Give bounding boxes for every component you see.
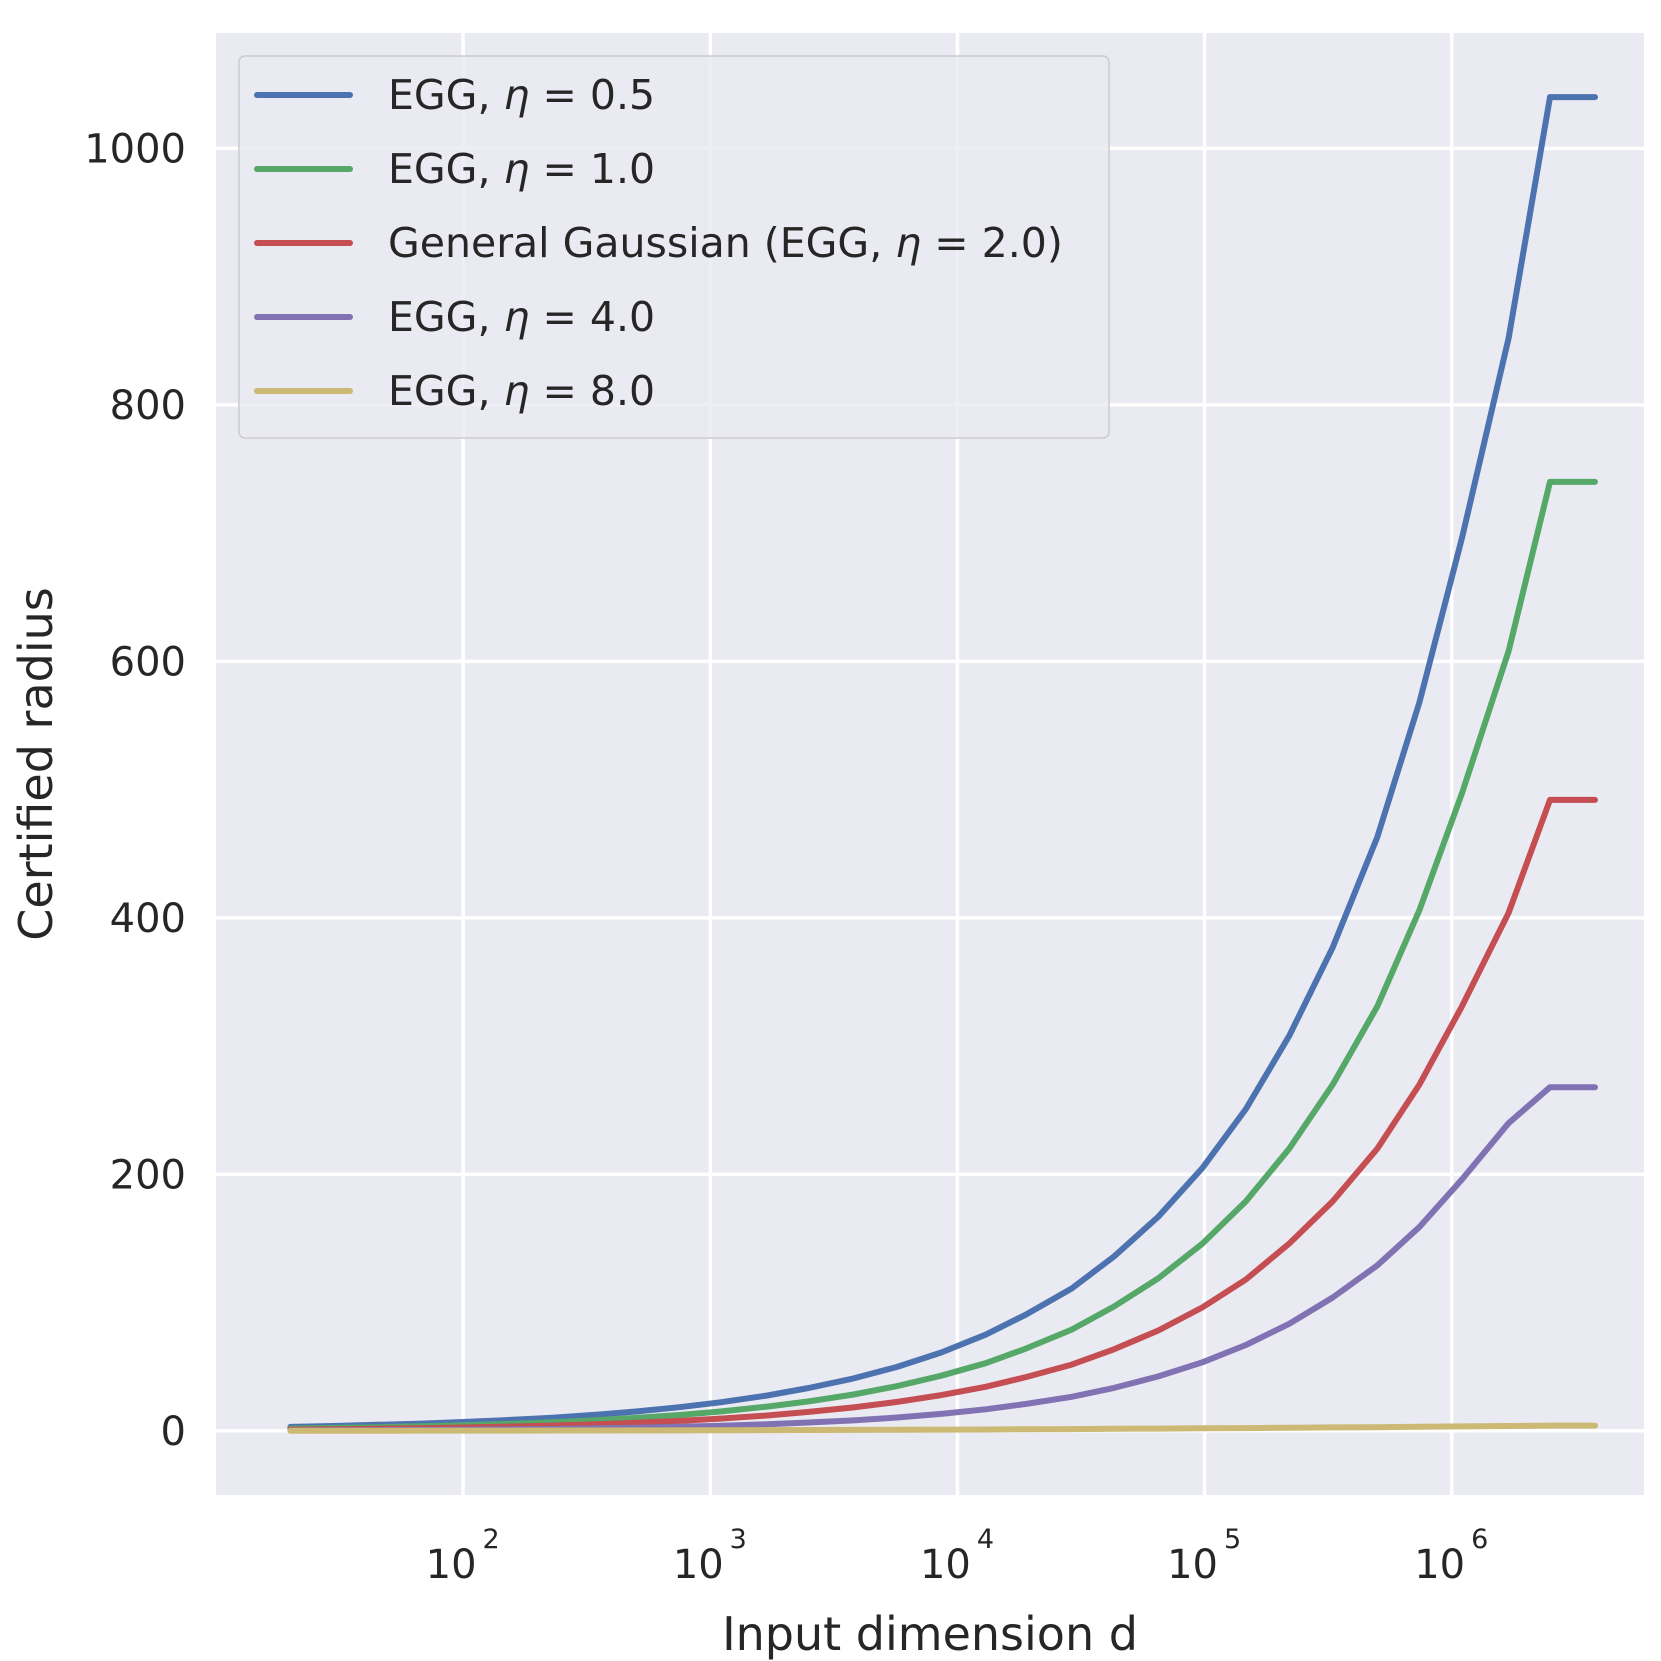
legend-label-1: EGG, η = 0.5 [388, 71, 655, 119]
x-axis-label: Input dimension d [722, 1607, 1138, 1661]
x-tick-label: 10 [426, 1542, 477, 1588]
legend-label-4: EGG, η = 4.0 [388, 293, 655, 341]
x-tick-exponent: 3 [730, 1524, 747, 1555]
x-tick-exponent: 2 [483, 1524, 500, 1555]
x-tick-exponent: 6 [1471, 1524, 1488, 1555]
y-tick-label: 600 [110, 639, 186, 685]
x-tick-exponent: 4 [977, 1524, 994, 1555]
legend-label-3: General Gaussian (EGG, η = 2.0) [388, 219, 1063, 267]
y-axis-ticks: 0 200 400 600 800 1000 [84, 126, 186, 1454]
x-tick-label: 10 [1167, 1542, 1218, 1588]
legend-label-5: EGG, η = 8.0 [388, 367, 655, 415]
x-tick-label: 10 [1414, 1542, 1465, 1588]
y-tick-label: 1000 [84, 126, 186, 172]
legend: EGG, η = 0.5 EGG, η = 1.0 General Gaussian… [238, 55, 1110, 439]
series-layer [287, 94, 1598, 1434]
x-tick-exponent: 5 [1224, 1524, 1241, 1555]
y-axis-label: Certified radius [9, 587, 63, 940]
y-tick-label: 400 [110, 896, 186, 942]
y-tick-label: 0 [161, 1409, 186, 1455]
series-line-1 [287, 94, 1598, 1430]
y-tick-label: 800 [110, 383, 186, 429]
series-line-5 [287, 1422, 1598, 1434]
y-tick-label: 200 [110, 1152, 186, 1198]
legend-label-2: EGG, η = 1.0 [388, 145, 655, 193]
x-tick-label: 10 [673, 1542, 724, 1588]
legend-box [238, 55, 1110, 439]
x-tick-label: 10 [920, 1542, 971, 1588]
